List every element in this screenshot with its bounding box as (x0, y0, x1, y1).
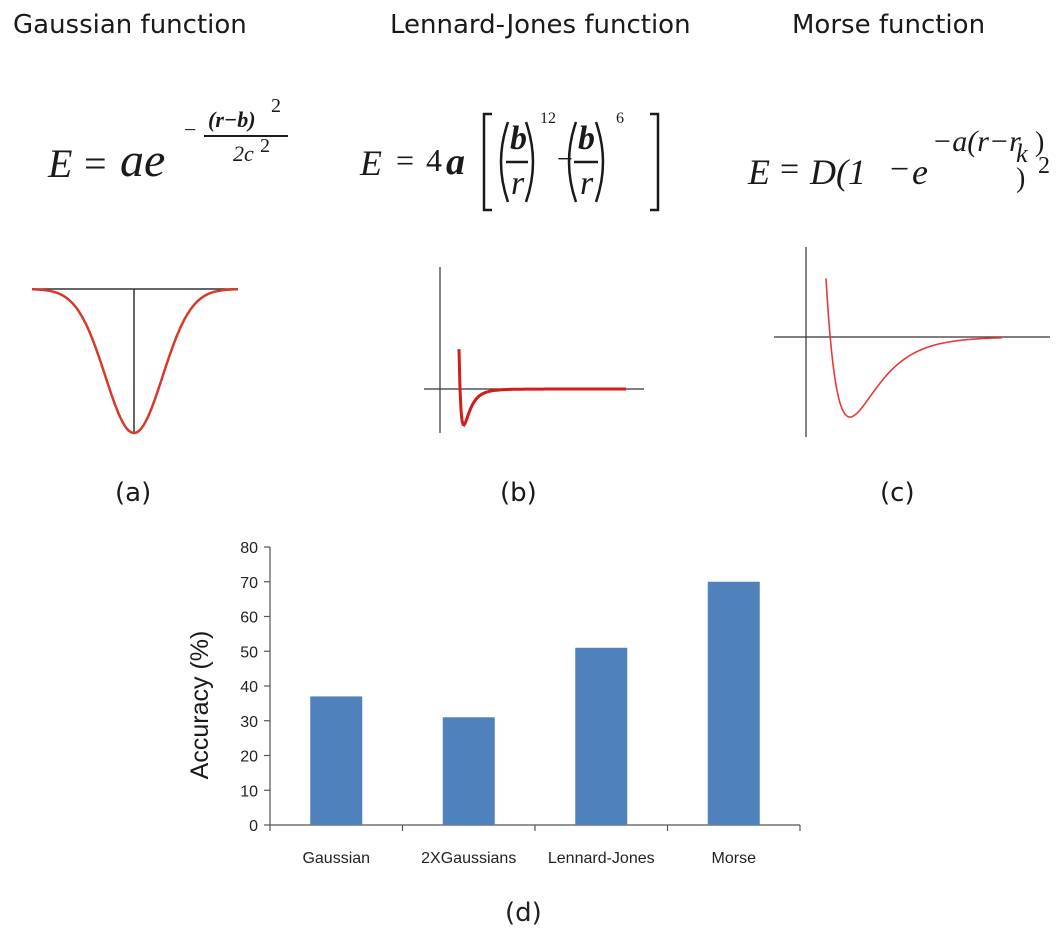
chart-x-tick-label: Gaussian (302, 850, 370, 867)
gaussian-lhs: E (48, 141, 73, 186)
bar-2xgaussians (442, 717, 495, 825)
gaussian-plot (31, 287, 238, 435)
gaussian-eq: = (84, 141, 107, 186)
morse-plot (774, 247, 1050, 437)
gaussian-formula: E = ae − (r−b) 2 2c 2 (48, 95, 288, 195)
lj-r-2: r (580, 165, 594, 202)
chart-y-tick-label: 40 (240, 679, 258, 696)
lj-r-1: r (511, 165, 525, 202)
chart-x-tick-label: 2XGaussians (421, 850, 516, 867)
gaussian-exp-minus: − (184, 117, 197, 142)
chart-y-tick-label: 80 (240, 540, 258, 557)
chart-y-tick-label: 10 (240, 783, 258, 800)
morse-exp: −a(r−r (932, 125, 1021, 158)
lj-power-6: 6 (616, 110, 624, 127)
lj-power-12: 12 (540, 110, 556, 127)
chart-x-tick-label: Morse (712, 850, 757, 867)
lj-b-1: b (510, 120, 527, 157)
panel-label-a: (a) (115, 478, 152, 508)
chart-y-tick-label: 20 (240, 749, 258, 766)
chart-y-tick-label: 60 (240, 610, 258, 627)
lj-eq: = (396, 142, 415, 178)
chart-y-tick-label: 0 (249, 818, 258, 835)
accuracy-bar-chart: 0 10 20 30 40 50 60 70 80 Gaussian 2XGaussians Len… (186, 540, 801, 867)
gaussian-exp-num-sq: 2 (271, 95, 281, 117)
chart-y-tick-label: 50 (240, 644, 258, 661)
lj-curve (457, 349, 626, 427)
lj-formula: E = 4 a b r 12 − b r 6 (360, 110, 680, 230)
morse-exp-close: ) (1035, 127, 1045, 158)
chart-x-tick-label: Lennard-Jones (548, 850, 655, 867)
morse-square: 2 (1038, 153, 1050, 179)
lj-lhs: E (360, 143, 382, 183)
gaussian-title: Gaussian function (13, 10, 247, 40)
lj-coef: 4 (426, 142, 442, 178)
bar-morse (707, 581, 760, 825)
morse-e: e (912, 152, 928, 192)
morse-title: Morse function (792, 10, 986, 40)
gaussian-exp-den: 2c (233, 141, 254, 166)
morse-paren-end: ) (1016, 163, 1026, 194)
lj-brackets (482, 112, 660, 212)
morse-curve (825, 278, 1002, 418)
gaussian-curve (31, 287, 238, 435)
gaussian-exp-num: (r−b) (208, 107, 256, 132)
lj-plot (424, 267, 644, 433)
lj-a: a (446, 141, 465, 183)
panel-label-c: (c) (880, 478, 915, 508)
gaussian-ae: ae (120, 134, 166, 187)
morse-D: D(1 (810, 152, 866, 192)
morse-lhs: E (748, 152, 770, 192)
panel-label-d: (d) (505, 898, 542, 928)
bar-gaussian (310, 696, 363, 825)
gaussian-fraction-bar (204, 135, 288, 137)
chart-y-tick-label: 30 (240, 714, 258, 731)
chart-y-tick-label: 70 (240, 575, 258, 592)
morse-eq: = (780, 151, 800, 188)
chart-y-axis-label: Accuracy (%) (186, 631, 214, 780)
morse-formula: E = D(1 − e −a(r−r k ) ) 2 (748, 125, 1058, 215)
gaussian-exp-den-sq: 2 (260, 135, 270, 157)
lennard-jones-title: Lennard-Jones function (390, 10, 691, 40)
morse-exp-sub: k (1016, 139, 1028, 168)
lj-minus: − (557, 144, 573, 175)
bar-lennard-jones (575, 647, 628, 825)
panel-label-b: (b) (500, 478, 537, 508)
lj-b-2: b (578, 120, 595, 157)
morse-minus: − (890, 151, 910, 188)
